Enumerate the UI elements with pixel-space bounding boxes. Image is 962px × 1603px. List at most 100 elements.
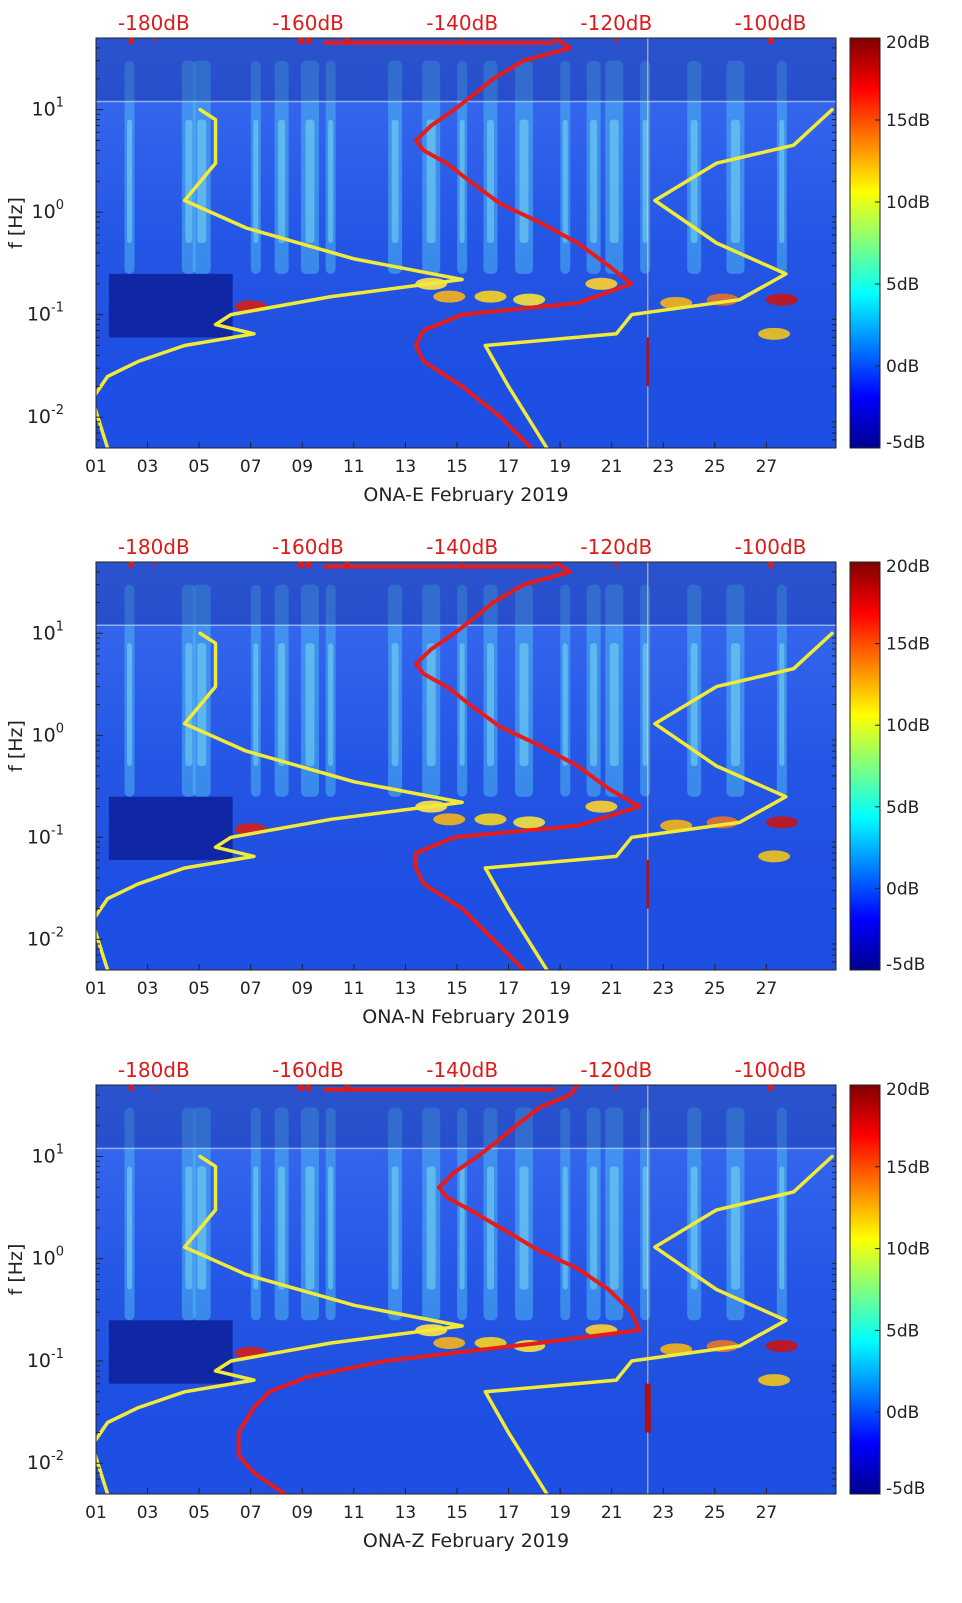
top-axis-label: -100dB — [735, 11, 807, 35]
x-tick-label: 01 — [85, 457, 107, 477]
storm-core — [642, 1166, 648, 1290]
y-tick-label: 101 — [32, 1142, 64, 1167]
top-axis-label: -120dB — [580, 535, 652, 559]
top-axis-label: -120dB — [580, 11, 652, 35]
x-tick-label: 27 — [756, 1503, 778, 1523]
top-marker — [344, 1085, 350, 1091]
top-axis-label: -160dB — [272, 11, 344, 35]
y-tick-label: 10-2 — [27, 1449, 64, 1474]
storm-core — [779, 119, 785, 243]
microseism-hotspot — [765, 1340, 798, 1353]
x-tick-label: 01 — [85, 1503, 107, 1523]
y-tick-label: 100 — [32, 1245, 64, 1270]
x-tick-label: 23 — [652, 979, 674, 999]
storm-core — [486, 119, 494, 243]
top-axis-label: -160dB — [272, 535, 344, 559]
noise-model-red — [236, 1085, 642, 1494]
high-frequency-band — [96, 38, 836, 102]
y-tick-exponent: -1 — [51, 301, 64, 316]
storm-core — [590, 1166, 598, 1290]
storm-core — [185, 1166, 193, 1290]
x-tick-label: 11 — [343, 1503, 365, 1523]
storm-core — [590, 119, 598, 243]
colorbar-tick-label: 20dB — [886, 557, 930, 577]
top-axis-label: -120dB — [580, 1058, 652, 1082]
colorbar-tick-label: 10dB — [886, 1240, 930, 1260]
storm-core — [127, 119, 133, 243]
x-tick-label: 11 — [343, 979, 365, 999]
x-tick-label: 15 — [446, 457, 468, 477]
top-marker — [298, 562, 304, 568]
x-tick-label: 19 — [549, 979, 571, 999]
top-marker — [768, 562, 774, 568]
storm-core — [609, 1166, 619, 1290]
top-marker — [344, 562, 350, 568]
colorbar — [849, 37, 881, 449]
y-tick-label: 101 — [32, 619, 64, 644]
storm-core — [690, 1166, 698, 1290]
top-marker — [305, 1085, 311, 1091]
x-tick-label: 19 — [549, 1503, 571, 1523]
colorbar-tick-label: 0dB — [886, 1403, 919, 1423]
y-axis-label: f [Hz] — [5, 197, 27, 249]
x-tick-label: 25 — [704, 979, 726, 999]
x-tick-label: 07 — [240, 457, 262, 477]
top-marker — [305, 38, 311, 44]
colorbar-tick-label: 10dB — [886, 716, 930, 736]
colorbar-tick-label: 20dB — [886, 1080, 930, 1100]
low-frequency-band — [96, 1387, 836, 1494]
top-axis-label: -180dB — [118, 1058, 190, 1082]
top-marker — [128, 562, 134, 568]
storm-core — [278, 1166, 286, 1290]
x-tick-label: 25 — [704, 1503, 726, 1523]
reference-model-yellow — [96, 1154, 464, 1494]
storm-core — [459, 1166, 465, 1290]
colorbar-tick-label: 5dB — [886, 1321, 919, 1341]
x-tick-label: 19 — [549, 457, 571, 477]
top-axis-label: -140dB — [426, 11, 498, 35]
microseism-hotspot — [433, 1336, 466, 1349]
y-tick-exponent: 1 — [56, 619, 64, 634]
reference-model-right-yellow — [483, 107, 834, 448]
storm-core — [730, 119, 740, 243]
top-marker — [298, 1085, 304, 1091]
microseism-hotspot — [474, 290, 507, 303]
y-tick-exponent: -1 — [51, 1347, 64, 1362]
storm-core — [278, 643, 286, 766]
storm-core — [127, 643, 133, 766]
x-tick-label: 07 — [240, 979, 262, 999]
x-tick-label: 27 — [756, 979, 778, 999]
spectrogram — [96, 38, 836, 448]
top-marker — [305, 562, 311, 568]
spectrogram — [96, 562, 836, 970]
x-tick-label: 17 — [498, 1503, 520, 1523]
colorbar-tick-label: -5dB — [886, 433, 925, 453]
y-tick-label: 100 — [32, 721, 64, 746]
storm-core — [609, 643, 619, 766]
storm-core — [391, 119, 399, 243]
microseism-hotspot — [513, 816, 546, 829]
colorbar — [849, 1084, 881, 1495]
y-tick-exponent: 1 — [56, 96, 64, 111]
storm-core — [642, 643, 648, 766]
microseism-hotspot — [758, 1374, 791, 1387]
storm-core — [127, 1166, 133, 1290]
x-tick-label: 17 — [498, 457, 520, 477]
noise-model-red — [413, 562, 642, 970]
y-tick-label: 10-1 — [27, 301, 64, 326]
x-tick-label: 23 — [652, 1503, 674, 1523]
colorbar-tick-label: 15dB — [886, 635, 930, 655]
top-marker — [344, 38, 350, 44]
microseism-hotspot — [585, 277, 618, 290]
storm-core — [519, 643, 529, 766]
storm-core — [609, 119, 619, 243]
y-tick-label: 10-1 — [27, 1347, 64, 1372]
x-tick-label: 23 — [652, 457, 674, 477]
colorbar-tick-label: 5dB — [886, 798, 919, 818]
colorbar-tick-label: 10dB — [886, 193, 930, 213]
top-marker — [128, 38, 134, 44]
microseism-hotspot — [433, 813, 466, 826]
x-tick-label: 21 — [601, 979, 623, 999]
